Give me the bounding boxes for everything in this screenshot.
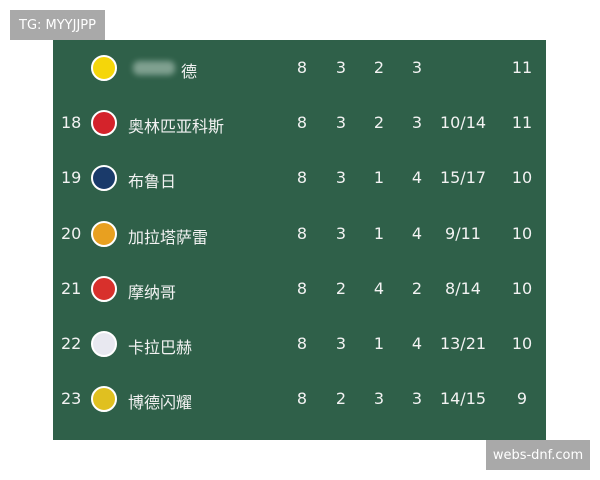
drawn: 1: [373, 168, 385, 188]
lost: 3: [411, 389, 423, 409]
points: 11: [511, 113, 533, 133]
points: 10: [511, 168, 533, 188]
won: 2: [335, 278, 347, 298]
points: 10: [511, 278, 533, 298]
bodo-glimt-crest-icon: [91, 386, 117, 413]
won: 3: [335, 58, 347, 77]
table-row: 23 博德闪耀 8 2 3 3 14/15 9: [53, 384, 546, 414]
lost: 4: [411, 334, 423, 353]
goals: 14/15: [439, 389, 487, 409]
table-row: 19 布鲁日 8 3 1 4 15/17 10: [53, 163, 546, 193]
goals: 9/11: [445, 223, 481, 243]
table-row: 20 加拉塔萨雷 8 3 1 4 9/11 10: [53, 219, 546, 249]
played: 8: [296, 223, 308, 243]
drawn: 1: [373, 223, 385, 243]
team-name: 卡拉巴赫: [128, 338, 193, 357]
monaco-crest-icon: [91, 275, 117, 302]
drawn: 1: [373, 334, 385, 353]
played: 8: [296, 278, 308, 298]
points: 10: [511, 334, 533, 353]
drawn: 3: [373, 389, 385, 409]
table-row: 18 奥林匹亚科斯 8 3 2 3 10/14 11: [53, 108, 546, 138]
goals: 15/17: [439, 168, 487, 188]
team-name: 博德闪耀: [128, 393, 193, 413]
drawn: 4: [373, 278, 385, 298]
played: 8: [296, 58, 308, 77]
team-name: 德: [181, 62, 198, 81]
rank: 20: [61, 223, 82, 243]
bvb-crest-icon: [91, 55, 117, 81]
goals: 10/14: [439, 113, 487, 133]
drawn: 2: [373, 58, 385, 77]
watermark-bottom-right: webs-dnf.com: [486, 440, 590, 470]
team-name: 加拉塔萨雷: [128, 227, 209, 247]
played: 8: [296, 113, 308, 133]
galatasaray-crest-icon: [91, 220, 117, 247]
goals: 8/14: [445, 278, 481, 298]
table-row: 21 摩纳哥 8 2 4 2 8/14 10: [53, 274, 546, 304]
rank: 23: [61, 389, 82, 409]
played: 8: [296, 389, 308, 409]
goals: 13/21: [439, 334, 487, 353]
lost: 3: [411, 113, 423, 133]
rank: 19: [61, 168, 82, 188]
lost: 4: [411, 223, 423, 243]
played: 8: [296, 168, 308, 188]
points: 9: [516, 389, 528, 409]
points: 11: [511, 58, 533, 77]
lost: 3: [411, 58, 423, 77]
points: 10: [511, 223, 533, 243]
won: 3: [335, 223, 347, 243]
brugge-crest-icon: [91, 165, 117, 192]
table-row: 德 8 3 2 3 11: [53, 53, 546, 83]
blurred-overlay: [133, 61, 175, 75]
watermark-top-left: TG: MYYJJPP: [10, 10, 105, 40]
won: 3: [335, 168, 347, 188]
qarabag-crest-icon: [91, 331, 117, 357]
won: 3: [335, 334, 347, 353]
rank: 22: [61, 334, 82, 353]
team-name: 布鲁日: [128, 172, 177, 192]
team-name: 奥林匹亚科斯: [128, 117, 225, 137]
lost: 4: [411, 168, 423, 188]
standings-table: 德 8 3 2 3 11 18 奥林匹亚科斯 8 3 2 3 10/14 11 19 布鲁日 8 3 1 4 15/17…: [53, 40, 546, 440]
won: 2: [335, 389, 347, 409]
rank: 18: [61, 113, 82, 133]
won: 3: [335, 113, 347, 133]
olympiacos-crest-icon: [91, 110, 117, 137]
team-name: 摩纳哥: [128, 282, 177, 302]
rank: 21: [61, 278, 82, 298]
drawn: 2: [373, 113, 385, 133]
lost: 2: [411, 278, 423, 298]
table-row: 22 卡拉巴赫 8 3 1 4 13/21 10: [53, 329, 546, 359]
played: 8: [296, 334, 308, 353]
